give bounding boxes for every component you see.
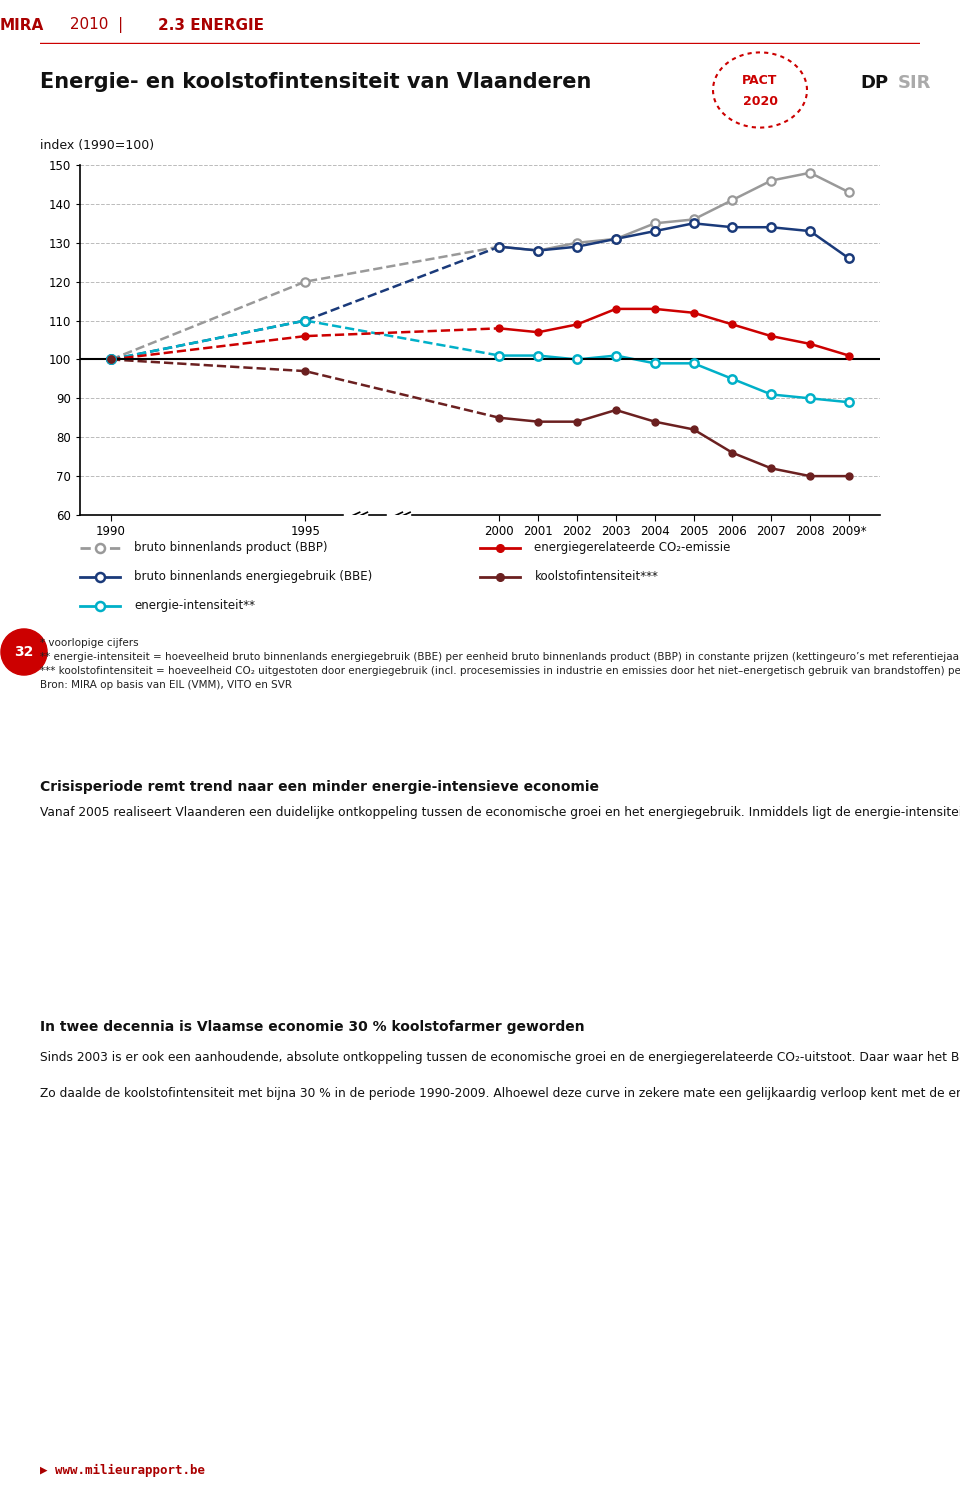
Circle shape [1, 629, 47, 675]
Text: PACT: PACT [742, 74, 778, 87]
Text: 2.3 ENERGIE: 2.3 ENERGIE [157, 18, 263, 33]
Text: energiegerelateerde CO₂-emissie: energiegerelateerde CO₂-emissie [535, 542, 731, 554]
Text: Energie- en koolstofintensiteit van Vlaanderen: Energie- en koolstofintensiteit van Vlaa… [40, 72, 591, 93]
Text: 32: 32 [14, 645, 34, 659]
Text: energie-intensiteit**: energie-intensiteit** [134, 599, 255, 612]
Text: koolstofintensiteit***: koolstofintensiteit*** [535, 570, 659, 584]
Text: 2010  |: 2010 | [64, 17, 132, 33]
Text: Crisisperiode remt trend naar een minder energie-intensieve economie: Crisisperiode remt trend naar een minder… [40, 781, 599, 794]
Text: bruto binnenlands product (BBP): bruto binnenlands product (BBP) [134, 542, 328, 554]
Text: * voorlopige cijfers
** energie-intensiteit = hoeveelheid bruto binnenlands ener: * voorlopige cijfers ** energie-intensit… [40, 638, 960, 690]
Text: ▶ www.milieurapport.be: ▶ www.milieurapport.be [40, 1463, 205, 1477]
Text: Sinds 2003 is er ook een aanhoudende, absolute ontkoppeling tussen de economisch: Sinds 2003 is er ook een aanhoudende, ab… [40, 1051, 960, 1100]
Text: Vanaf 2005 realiseert Vlaanderen een duidelijke ontkoppeling tussen de economisc: Vanaf 2005 realiseert Vlaanderen een dui… [40, 806, 960, 820]
Text: DP: DP [860, 74, 888, 92]
Text: In twee decennia is Vlaamse economie 30 % koolstofarmer geworden: In twee decennia is Vlaamse economie 30 … [40, 1021, 585, 1034]
Text: index (1990=100): index (1990=100) [40, 138, 155, 152]
Text: SIR: SIR [898, 74, 931, 92]
Text: bruto binnenlands energiegebruik (BBE): bruto binnenlands energiegebruik (BBE) [134, 570, 372, 584]
Text: MIRA: MIRA [0, 18, 44, 33]
Text: 2020: 2020 [742, 95, 778, 108]
